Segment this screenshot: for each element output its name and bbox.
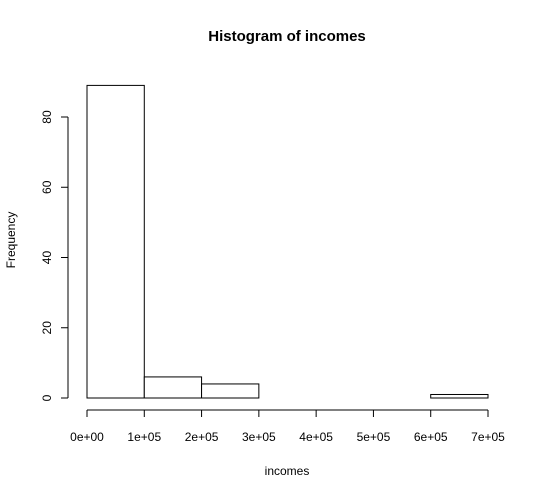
- y-tick-label: 40: [40, 251, 54, 265]
- x-tick-label: 3e+05: [242, 430, 276, 444]
- x-tick-label: 0e+00: [70, 430, 104, 444]
- x-tick-label: 4e+05: [299, 430, 333, 444]
- x-tick-label: 7e+05: [471, 430, 505, 444]
- x-tick-label: 5e+05: [357, 430, 391, 444]
- y-axis-label: Frequency: [4, 212, 18, 269]
- y-tick-label: 80: [40, 110, 54, 124]
- bar: [430, 393, 489, 399]
- chart-title: Histogram of incomes: [208, 28, 366, 45]
- y-tick-label: 60: [40, 180, 54, 194]
- bar: [201, 383, 260, 399]
- x-tick-label: 2e+05: [185, 430, 219, 444]
- y-tick-label: 0: [40, 394, 54, 401]
- y-tick-label: 20: [40, 321, 54, 335]
- x-axis-label: incomes: [265, 464, 310, 478]
- x-tick-label: 1e+05: [127, 430, 161, 444]
- bar: [86, 84, 145, 399]
- x-tick-label: 6e+05: [414, 430, 448, 444]
- bar: [143, 376, 203, 399]
